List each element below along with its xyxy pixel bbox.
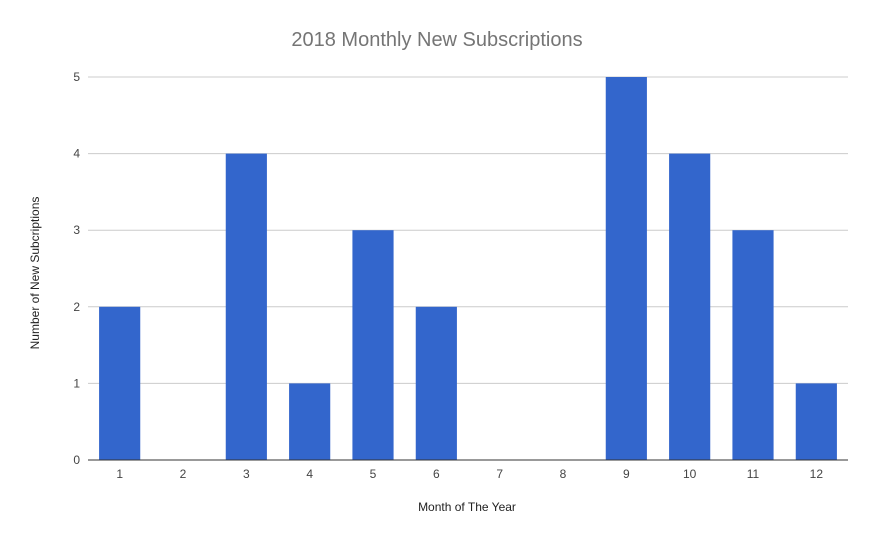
y-tick-label: 0 (73, 453, 80, 467)
x-tick-label: 11 (747, 467, 760, 481)
bars (99, 77, 837, 460)
x-tick-label: 7 (496, 467, 503, 481)
bar-month-3 (225, 153, 267, 460)
x-tick-label: 9 (623, 467, 630, 481)
y-tick-label: 4 (73, 147, 80, 161)
bar-month-1 (99, 306, 141, 460)
y-tick-label: 5 (73, 70, 80, 84)
bar-month-9 (605, 77, 647, 460)
bar-month-10 (669, 153, 711, 460)
y-tick-label: 3 (73, 223, 80, 237)
gridlines (88, 76, 848, 384)
x-tick-label: 4 (306, 467, 313, 481)
x-axis-title: Month of The Year (418, 500, 516, 514)
y-axis-title: Number of New Subcriptions (28, 197, 42, 350)
x-axis-ticks: 1 2 3 4 5 6 7 8 9 10 11 12 (116, 467, 823, 481)
bar-month-5 (352, 230, 394, 460)
x-tick-label: 12 (810, 467, 824, 481)
x-tick-label: 1 (116, 467, 123, 481)
x-tick-label: 10 (683, 467, 697, 481)
y-axis-ticks: 0 1 2 3 4 5 (73, 70, 80, 467)
chart-title: 2018 Monthly New Subscriptions (291, 29, 582, 51)
x-tick-label: 5 (370, 467, 377, 481)
y-tick-label: 2 (73, 300, 80, 314)
bar-month-12 (795, 383, 837, 460)
x-tick-label: 8 (560, 467, 567, 481)
x-tick-label: 3 (243, 467, 250, 481)
x-tick-label: 2 (180, 467, 187, 481)
bar-month-6 (415, 306, 457, 460)
bar-month-11 (732, 230, 774, 460)
y-tick-label: 1 (73, 376, 80, 390)
bar-month-4 (289, 383, 331, 460)
x-tick-label: 6 (433, 467, 440, 481)
